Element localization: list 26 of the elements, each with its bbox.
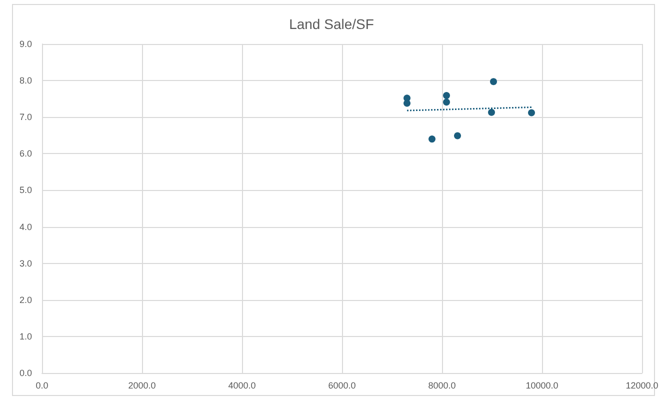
y-tick-label: 5.0 (19, 185, 32, 196)
y-tick-label: 4.0 (19, 222, 32, 232)
x-tick-label: 4000.0 (228, 380, 256, 390)
point (454, 132, 461, 140)
y-tick-label: 6.0 (19, 148, 32, 159)
point (528, 109, 535, 116)
point (428, 136, 436, 143)
y-tick-label: 8.0 (19, 76, 32, 86)
x-tick-label: 0.0 (36, 380, 48, 390)
x-tick-label: 6000.0 (328, 380, 356, 390)
point (404, 100, 410, 107)
y-tick-label: 1.0 (19, 331, 32, 342)
x-tick-label: 8000.0 (428, 380, 456, 390)
y-tick-label: 0.0 (19, 368, 32, 378)
x-tick-label: 12000.0 (626, 380, 658, 390)
x-tick-label: 10000.0 (526, 380, 558, 390)
chart-title: Land Sale/SF (289, 16, 374, 32)
y-tick-label: 7.0 (19, 112, 32, 122)
point (490, 78, 497, 86)
point (443, 92, 450, 100)
y-tick-label: 3.0 (19, 258, 32, 268)
y-tick-label: 9.0 (19, 39, 32, 49)
point (443, 98, 450, 106)
y-tick-label: 2.0 (19, 294, 32, 305)
x-tick-label: 2000.0 (128, 380, 156, 390)
point (488, 108, 495, 116)
